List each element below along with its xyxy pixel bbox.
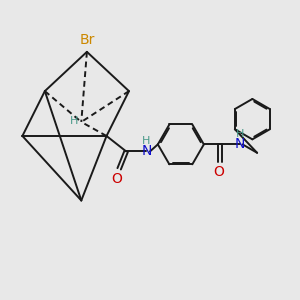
Text: N: N [141, 144, 152, 158]
Text: O: O [112, 172, 122, 186]
Text: Br: Br [79, 33, 94, 47]
Text: N: N [235, 137, 245, 152]
Text: H: H [70, 116, 78, 126]
Text: H: H [142, 136, 151, 146]
Text: O: O [213, 165, 224, 178]
Text: H: H [236, 129, 244, 139]
